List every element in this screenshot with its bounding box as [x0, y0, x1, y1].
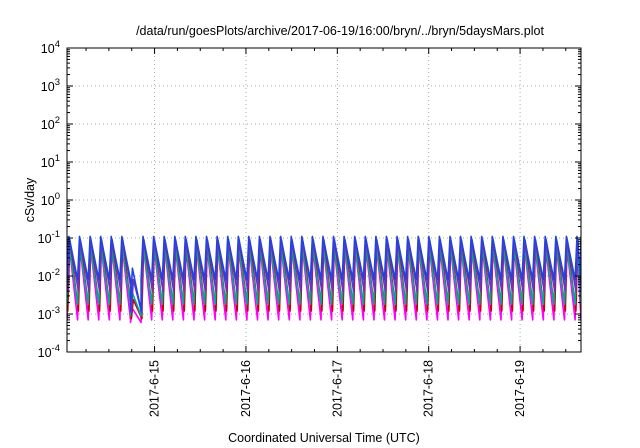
y-tick-base: 10 [41, 156, 55, 170]
x-tick-label: 2017-6-16 [239, 360, 253, 417]
y-tick-label: 10-4 [38, 343, 60, 360]
y-tick-base: 10 [41, 194, 55, 208]
y-tick-base: 10 [38, 270, 52, 284]
y-tick-label: 10-1 [38, 229, 60, 246]
y-tick-label: 10-2 [38, 267, 60, 284]
x-tick-label: 2017-6-15 [148, 360, 162, 417]
y-tick-label: 10-3 [38, 305, 60, 322]
y-tick-exponent: 0 [55, 191, 60, 202]
chart-title: /data/run/goesPlots/archive/2017-06-19/1… [136, 24, 544, 38]
y-tick-base: 10 [41, 42, 55, 56]
y-tick-exponent: 1 [55, 153, 60, 164]
y-tick-exponent: 4 [55, 39, 60, 50]
grid [67, 48, 581, 352]
x-tick-label: 2017-6-19 [513, 360, 527, 417]
y-tick-label: 102 [41, 115, 60, 132]
y-tick-base: 10 [38, 308, 52, 322]
x-tick-label: 2017-6-17 [330, 360, 344, 417]
axes: 10-410-310-210-11001011021031042017-6-15… [38, 39, 581, 417]
x-axis-label: Coordinated Universal Time (UTC) [228, 431, 420, 445]
series-group [67, 235, 581, 324]
y-tick-exponent: -4 [52, 343, 60, 354]
y-tick-base: 10 [41, 118, 55, 132]
y-tick-label: 100 [41, 191, 60, 208]
y-tick-exponent: 3 [55, 77, 60, 88]
y-tick-base: 10 [38, 346, 52, 360]
y-tick-label: 104 [41, 39, 60, 56]
y-tick-exponent: 2 [55, 115, 60, 126]
y-tick-exponent: -3 [52, 305, 60, 316]
y-tick-base: 10 [41, 80, 55, 94]
series-line [67, 235, 581, 312]
y-tick-exponent: -1 [52, 229, 60, 240]
y-axis-label: cSv/day [23, 177, 37, 222]
y-tick-base: 10 [38, 232, 52, 246]
x-tick-label: 2017-6-18 [422, 360, 436, 417]
y-tick-label: 101 [41, 153, 60, 170]
y-tick-exponent: -2 [52, 267, 60, 278]
y-tick-label: 103 [41, 77, 60, 94]
